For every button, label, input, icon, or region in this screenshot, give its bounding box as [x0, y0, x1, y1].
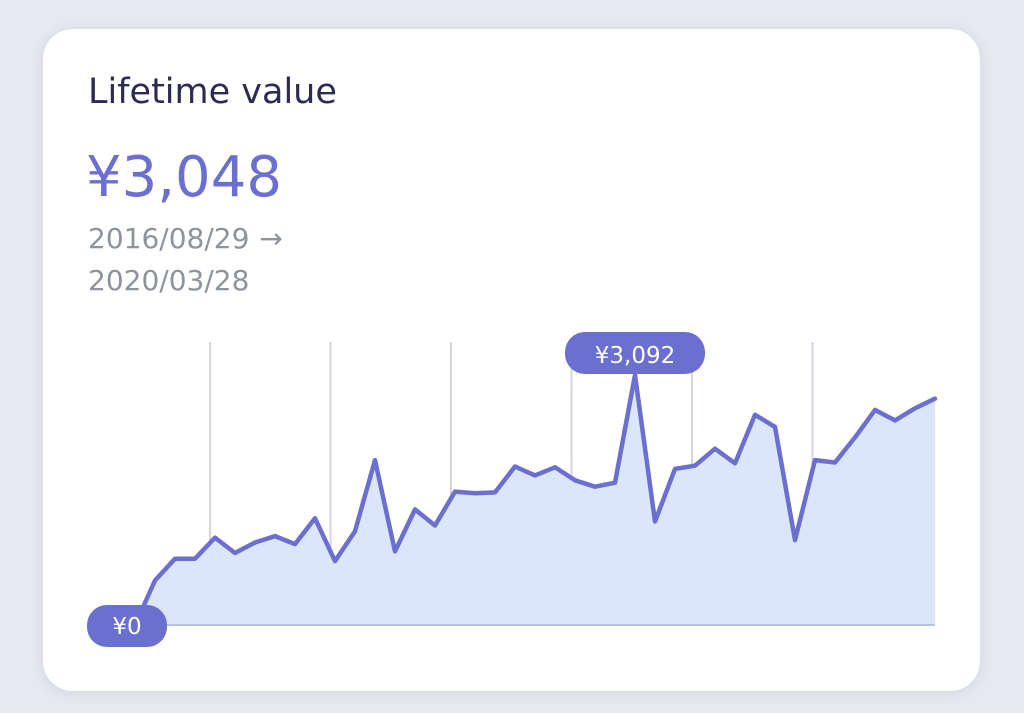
peak-value-pill: ¥3,092	[565, 331, 705, 374]
start-value-label: ¥0	[112, 614, 141, 640]
date-range: 2016/08/29 → 2020/03/28	[88, 218, 283, 302]
peak-value-label: ¥3,092	[595, 343, 675, 369]
chart-series-line	[132, 372, 938, 628]
lifetime-value-card: Lifetime value ¥3,048 2016/08/29 → 2020/0…	[43, 29, 980, 691]
lifetime-value-amount: ¥3,048	[86, 145, 282, 210]
date-start: 2016/08/29	[88, 222, 250, 255]
arrow-right-icon: →	[259, 222, 283, 255]
card-title: Lifetime value	[88, 72, 337, 112]
date-end: 2020/03/28	[88, 264, 250, 297]
start-value-pill: ¥0	[87, 605, 167, 647]
chart-area-fill	[135, 375, 935, 625]
lifetime-value-chart: ¥0 ¥3,092	[87, 331, 938, 647]
